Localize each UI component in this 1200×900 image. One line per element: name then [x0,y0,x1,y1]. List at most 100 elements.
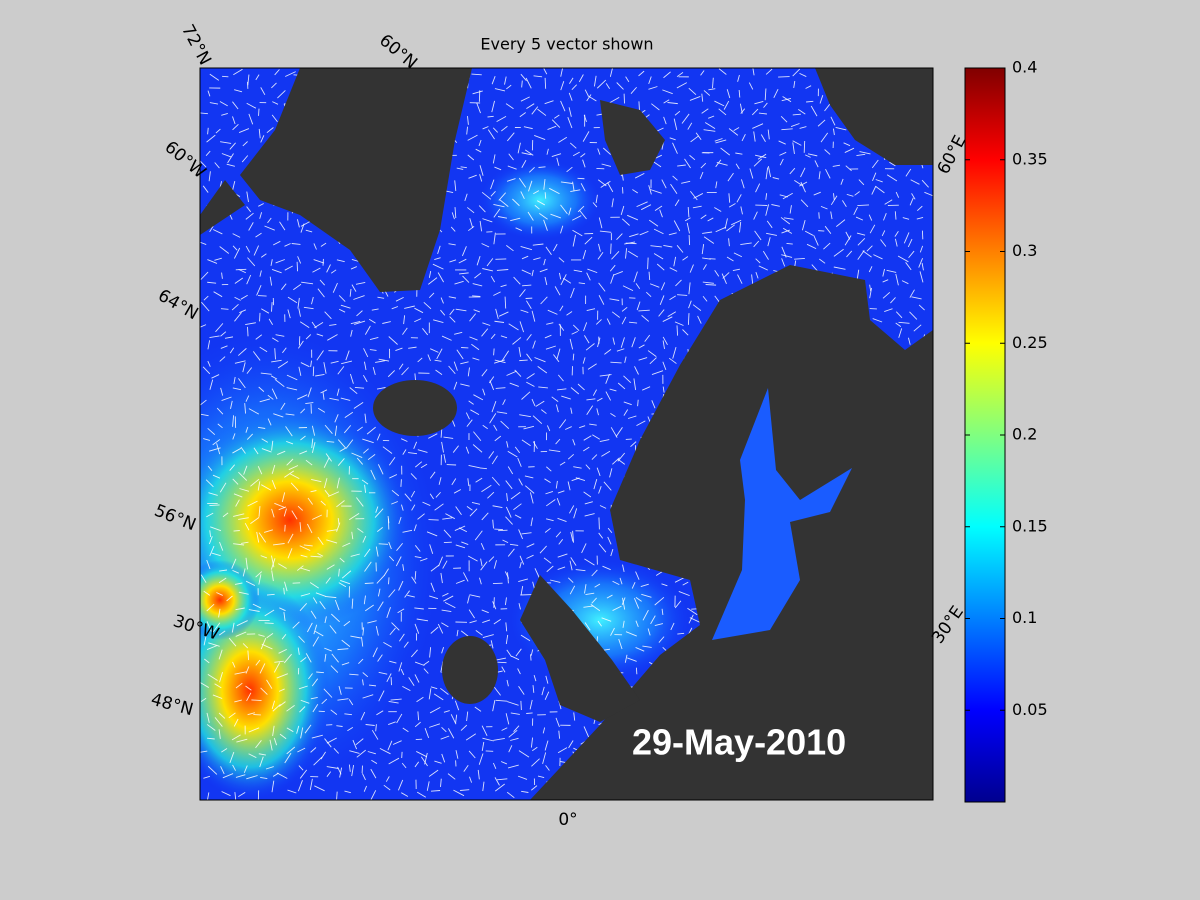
vector [356,749,366,758]
vector [612,605,622,611]
vector [520,246,533,251]
vector [232,478,239,485]
vector [414,318,422,323]
vector [207,340,211,350]
vector [467,134,478,141]
vector [258,506,261,517]
vector [428,433,438,439]
vector [459,272,469,275]
vector [324,595,337,599]
vector [597,337,601,348]
vector [461,246,467,257]
vector [479,467,487,470]
vector [545,518,554,522]
vector [402,327,408,335]
vector [391,622,400,631]
vector [404,493,412,502]
vector [298,685,308,690]
vector [493,204,505,208]
vector [310,747,317,753]
vector [690,190,698,201]
vector [233,513,245,517]
vector [670,622,675,631]
vector [583,322,588,332]
vector [894,231,899,237]
vector [895,322,902,327]
vector [701,244,705,255]
vector [478,139,482,147]
vector [505,516,513,525]
vector [537,366,548,374]
vector [494,320,505,323]
vector [273,413,284,418]
vector [286,458,294,466]
vector [482,268,494,272]
vector [279,221,286,231]
vector [370,469,376,480]
vector [313,756,323,766]
vector [515,648,522,657]
vector [894,238,898,247]
vector [482,781,485,792]
vector [782,192,793,200]
vector [374,508,384,518]
vector [243,765,248,773]
vector [341,570,352,579]
arctic-land [815,68,933,165]
vector [283,653,292,664]
vector [728,203,736,208]
vector [270,375,278,380]
vector [326,564,335,570]
vector [207,281,217,284]
vector [297,647,300,655]
vector [312,267,321,273]
vector [451,419,456,427]
vector [659,295,665,305]
vector [600,180,611,188]
vector [884,308,893,313]
vector [753,158,763,167]
vector [247,712,256,716]
vector [353,401,364,409]
vector [207,90,211,97]
vector [408,452,418,455]
vector [303,306,314,310]
vector [778,140,786,145]
vector [324,616,327,624]
vector [599,505,607,509]
vector [353,295,365,300]
vector [247,500,258,507]
vector [216,443,221,455]
vector [226,595,233,602]
vector [339,767,343,778]
vector [772,177,780,180]
vector [622,564,625,572]
vector [621,316,627,325]
vector [364,604,374,612]
vector [583,726,590,738]
vector [280,402,286,410]
vector [336,477,340,489]
vector [572,353,575,361]
vector [494,166,502,171]
vector [493,348,495,356]
vector [543,557,552,564]
vector [458,258,467,264]
vector [521,80,523,88]
vector [463,765,469,772]
vector [651,370,664,376]
vector [645,291,652,298]
vector [542,727,546,734]
vector [441,441,444,453]
vector [321,698,328,705]
vector [517,142,521,154]
vector [271,570,274,582]
vector [674,600,682,609]
vector [545,765,550,771]
vector [491,455,498,465]
vector [271,359,282,363]
vector [338,685,342,695]
vector [653,253,664,260]
vector [311,734,323,739]
vector [310,696,318,700]
